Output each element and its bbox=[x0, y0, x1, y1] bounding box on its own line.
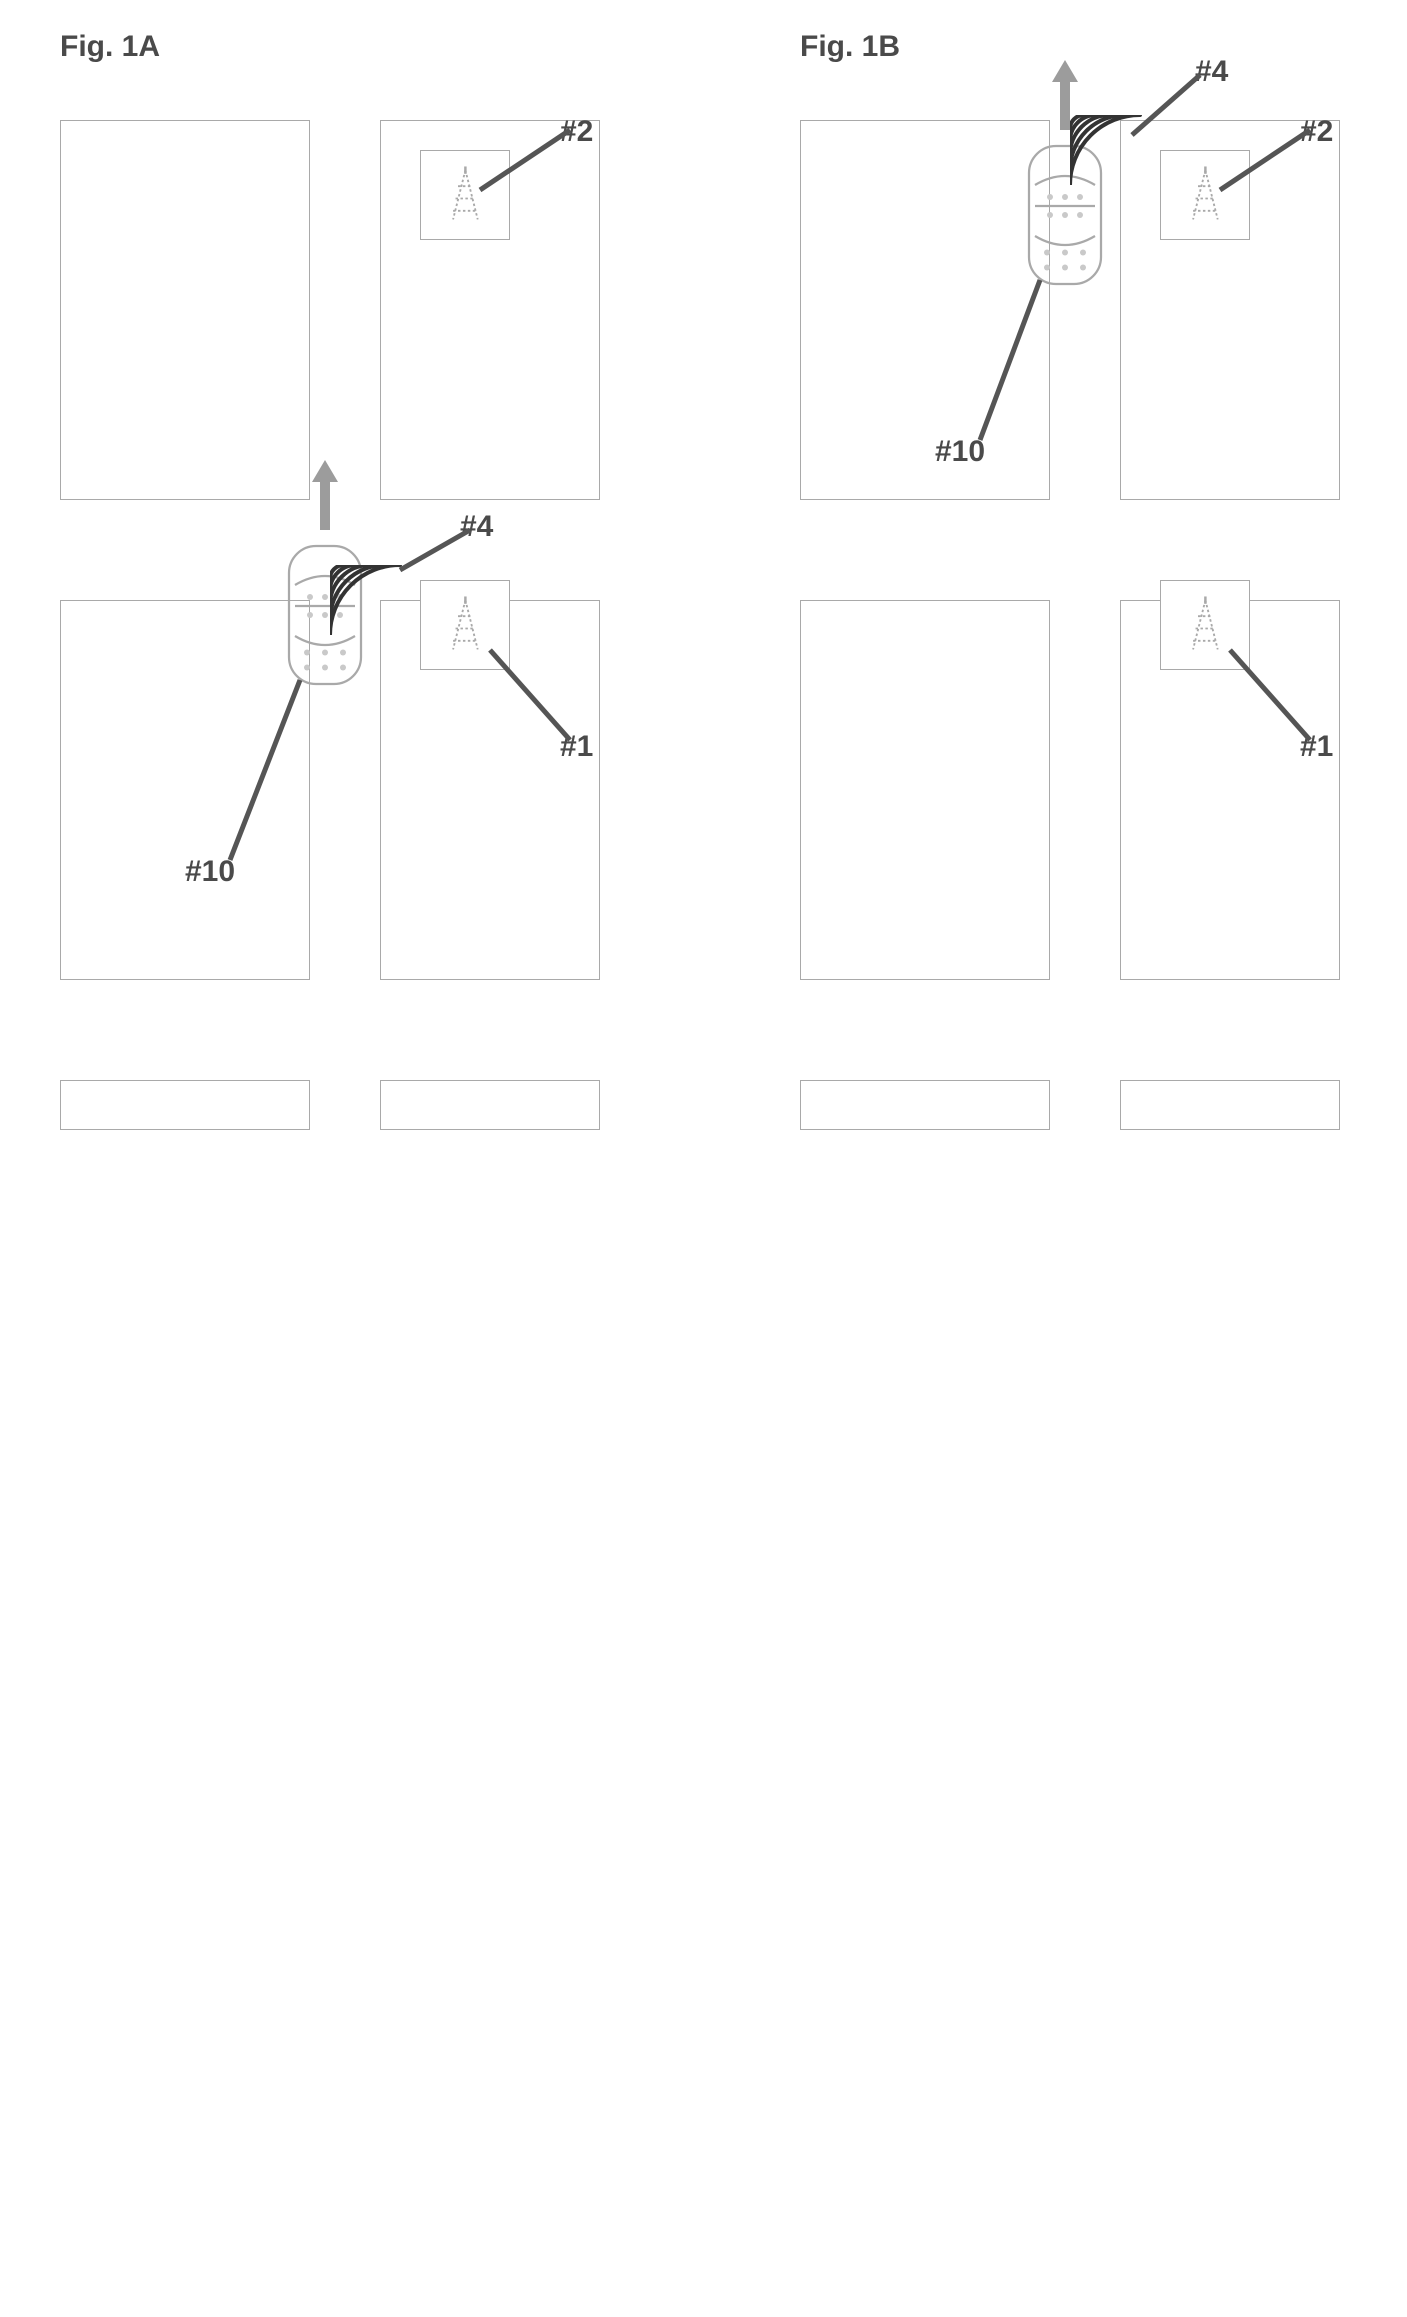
page-root: Fig. 1A bbox=[0, 0, 1407, 2317]
city-block bbox=[60, 120, 310, 500]
label-1-leader bbox=[1226, 646, 1314, 744]
fig-a-container: #4#1#2#10 bbox=[0, 0, 700, 1140]
fig-b-container: #4#1#2#10 bbox=[740, 0, 1407, 1140]
label-4-leader bbox=[396, 526, 474, 574]
city-block bbox=[800, 600, 1050, 980]
label-2-leader bbox=[476, 126, 574, 194]
label-10-leader bbox=[226, 676, 304, 864]
signal-icon bbox=[330, 565, 410, 635]
label-10-leader bbox=[976, 276, 1044, 444]
label-1-leader bbox=[486, 646, 574, 744]
city-block bbox=[380, 1080, 600, 1130]
label-2-leader bbox=[1216, 126, 1314, 194]
city-block bbox=[1120, 1080, 1340, 1130]
city-block bbox=[800, 1080, 1050, 1130]
direction-arrow-icon bbox=[310, 460, 340, 530]
city-block bbox=[60, 1080, 310, 1130]
label-4-leader bbox=[1128, 71, 1204, 139]
